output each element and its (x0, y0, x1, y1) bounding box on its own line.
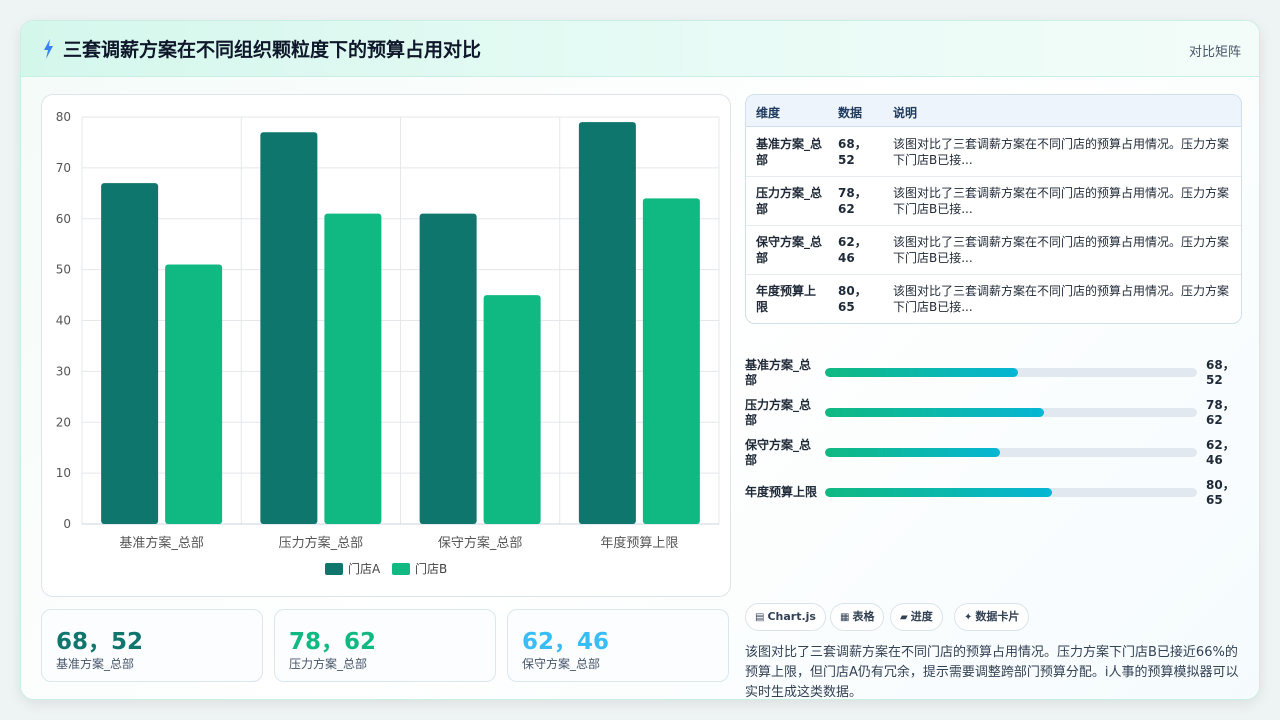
legend-label: 门店A (348, 561, 381, 576)
bar-store-a (101, 183, 159, 524)
column-header-data: 数据 (838, 106, 863, 120)
cell-description: 该图对比了三套调薪方案在不同门店的预算占用情况。压力方案下门店B已接... (893, 235, 1230, 265)
bar-store-a (419, 213, 477, 524)
y-tick-label: 50 (56, 263, 71, 277)
data-table: 维度 数据 说明 基准方案_总部 68，52 该图对比了三套调薪方案在不同门店的… (745, 94, 1242, 324)
x-tick-label: 压力方案_总部 (279, 535, 364, 551)
table-header: 维度 数据 说明 (746, 95, 1241, 127)
page-title: 三套调薪方案在不同组织颗粒度下的预算占用对比 (63, 39, 482, 61)
y-tick-label: 70 (56, 161, 71, 175)
cell-description: 该图对比了三套调薪方案在不同门店的预算占用情况。压力方案下门店B已接... (893, 186, 1230, 216)
y-tick-label: 20 (56, 415, 71, 429)
table-icon: ▦ (840, 612, 850, 623)
chip-progress[interactable]: ▰ 进度 (890, 603, 943, 631)
chart-icon: ▤ (755, 612, 765, 623)
legend-swatch (325, 563, 343, 575)
view-mode-label[interactable]: 对比矩阵 (1188, 45, 1241, 60)
x-tick-label: 年度预算上限 (600, 535, 678, 551)
chip-label: 数据卡片 (975, 610, 1020, 623)
bar-store-b (165, 264, 223, 524)
column-header-dimension: 维度 (756, 106, 781, 120)
stat-card-2: 78，62 压力方案_总部 (274, 609, 496, 682)
bar-chart: 0 10 20 30 40 50 60 70 80 基准方案_总部 压力方案_总部 保守方案_总部 年度… (56, 110, 720, 576)
cell-data: 62，46 (838, 235, 867, 265)
progress-value: 68，52 (1206, 358, 1235, 387)
table-row: 压力方案_总部 78，62 该图对比了三套调薪方案在不同门店的预算占用情况。压力… (746, 177, 1241, 226)
progress-label: 压力方案_总部 (745, 398, 812, 427)
stat-card-3: 62，46 保守方案_总部 (507, 609, 729, 682)
progress-row: 年度预算上限 80，65 (745, 478, 1245, 510)
progress-fill (825, 408, 1045, 417)
cell-description: 该图对比了三套调薪方案在不同门店的预算占用情况。压力方案下门店B已接... (893, 137, 1230, 167)
chip-data-cards[interactable]: ✦ 数据卡片 (954, 603, 1030, 631)
progress-fill (825, 368, 1019, 377)
progress-track (825, 368, 1197, 377)
y-tick-label: 10 (56, 466, 71, 480)
stat-value: 68，52 (56, 629, 144, 655)
progress-track (825, 408, 1197, 417)
y-tick-label: 40 (56, 314, 71, 328)
progress-track (825, 448, 1197, 457)
cell-description: 该图对比了三套调薪方案在不同门店的预算占用情况。压力方案下门店B已接... (893, 284, 1230, 314)
x-tick-label: 保守方案_总部 (438, 535, 523, 551)
stat-label: 压力方案_总部 (289, 657, 368, 671)
bar-store-b (642, 198, 700, 524)
progress-row: 基准方案_总部 68，52 (745, 358, 1245, 390)
bar-store-a (578, 122, 636, 525)
chart-description: 该图对比了三套调薪方案在不同门店的预算占用情况。压力方案下门店B已接近66%的预… (745, 645, 1239, 700)
y-tick-label: 0 (63, 517, 71, 531)
y-tick-label: 30 (56, 364, 71, 378)
legend-swatch (392, 563, 410, 575)
progress-value: 78，62 (1206, 398, 1235, 427)
table-row: 基准方案_总部 68，52 该图对比了三套调薪方案在不同门店的预算占用情况。压力… (746, 128, 1241, 177)
lightning-icon (44, 39, 53, 59)
dashboard-card: 三套调薪方案在不同组织颗粒度下的预算占用对比 对比矩阵 0 10 20 30 40 50 6… (20, 20, 1260, 700)
progress-fill (825, 488, 1052, 497)
cell-dimension: 年度预算上限 (756, 284, 817, 314)
cell-data: 78，62 (838, 186, 867, 216)
bar-store-b (483, 295, 541, 524)
cell-data: 80，65 (838, 284, 867, 314)
chart-panel: 0 10 20 30 40 50 60 70 80 基准方案_总部 压力方案_总部 保守方案_总部 年度… (41, 94, 731, 597)
cell-dimension: 保守方案_总部 (756, 235, 823, 265)
column-header-description: 说明 (893, 106, 918, 120)
chip-label: 进度 (910, 610, 933, 623)
chip-chartjs[interactable]: ▤ Chart.js (745, 603, 826, 631)
cell-dimension: 基准方案_总部 (756, 137, 823, 167)
legend-label: 门店B (415, 561, 447, 576)
progress-label: 基准方案_总部 (745, 358, 812, 387)
chip-table[interactable]: ▦ 表格 (830, 603, 885, 631)
sparkle-icon: ✦ (964, 612, 973, 623)
table-row: 保守方案_总部 62，46 该图对比了三套调薪方案在不同门店的预算占用情况。压力… (746, 226, 1241, 275)
progress-icon: ▰ (900, 612, 908, 623)
stat-label: 基准方案_总部 (56, 657, 135, 671)
progress-label: 年度预算上限 (745, 485, 818, 499)
stat-value: 62，46 (522, 629, 610, 655)
progress-value: 62，46 (1206, 438, 1235, 467)
table-row: 年度预算上限 80，65 该图对比了三套调薪方案在不同门店的预算占用情况。压力方… (746, 275, 1241, 323)
header-bar: 三套调薪方案在不同组织颗粒度下的预算占用对比 对比矩阵 (21, 21, 1259, 77)
bar-store-b (324, 213, 382, 524)
y-tick-label: 80 (56, 110, 71, 124)
cell-data: 68，52 (838, 137, 867, 167)
progress-row: 压力方案_总部 78，62 (745, 398, 1245, 430)
bar-store-a (260, 132, 318, 524)
x-tick-label: 基准方案_总部 (119, 535, 204, 551)
progress-row: 保守方案_总部 62，46 (745, 438, 1245, 470)
cell-dimension: 压力方案_总部 (756, 186, 823, 216)
progress-track (825, 488, 1197, 497)
progress-label: 保守方案_总部 (745, 438, 812, 467)
y-tick-label: 60 (56, 212, 71, 226)
content-area: 0 10 20 30 40 50 60 70 80 基准方案_总部 压力方案_总部 保守方案_总部 年度… (21, 77, 1259, 700)
stat-label: 保守方案_总部 (522, 657, 601, 671)
chip-label: 表格 (852, 610, 875, 623)
chip-label: Chart.js (767, 610, 816, 623)
progress-value: 80，65 (1206, 478, 1235, 507)
stat-card-1: 68，52 基准方案_总部 (41, 609, 263, 682)
progress-fill (825, 448, 1000, 457)
stat-value: 78，62 (289, 629, 377, 655)
